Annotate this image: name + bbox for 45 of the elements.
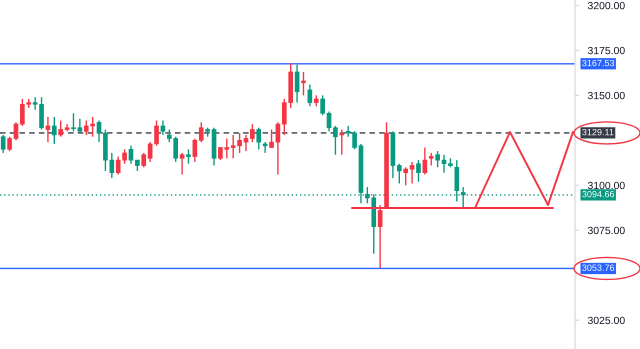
candlestick <box>224 138 230 160</box>
candlestick <box>308 84 312 107</box>
candlestick <box>186 148 191 164</box>
candlestick <box>282 98 287 136</box>
y-tick-label: 3150.00 <box>588 92 625 100</box>
candlestick <box>218 146 223 161</box>
candlestick <box>314 94 319 107</box>
candlestick <box>396 163 402 184</box>
y-tick-label: 3025.00 <box>588 316 625 324</box>
candlestick <box>116 156 121 176</box>
candlestick <box>403 166 408 186</box>
y-tick-label: 3075.00 <box>588 226 625 234</box>
candlestick <box>346 125 351 138</box>
y-tick-label: 3175.00 <box>588 46 625 54</box>
candlestick <box>262 141 268 154</box>
ref-line-label: 3053.76 <box>582 264 614 271</box>
candlestick <box>294 64 300 104</box>
candlestick <box>428 152 434 166</box>
candlestick <box>301 71 306 96</box>
candlestick <box>422 146 428 176</box>
ref-line-label: 3129.11 <box>582 128 614 136</box>
candlestick <box>58 120 64 138</box>
candlestick <box>256 127 262 150</box>
candlestick <box>173 136 178 163</box>
candlestick <box>122 148 127 164</box>
candlestick <box>166 128 172 143</box>
candlestick <box>192 138 198 163</box>
y-tick-label: 3100.00 <box>588 182 625 190</box>
candlestick <box>416 159 421 182</box>
y-tick-label: 3200.00 <box>588 2 625 10</box>
candlestick <box>198 122 204 143</box>
candlestick <box>109 152 114 179</box>
candlestick <box>230 134 236 160</box>
candlestick <box>410 161 414 184</box>
candlestick <box>141 152 146 168</box>
candlestick <box>90 116 95 138</box>
candlestick <box>84 120 89 136</box>
candlestick <box>160 120 166 136</box>
candlestick <box>46 116 50 143</box>
ref-line-label: 3094.66 <box>582 190 614 198</box>
candlestick <box>52 116 57 145</box>
candlestick <box>339 128 344 156</box>
ref-line-label: 3167.53 <box>582 60 614 66</box>
candlestick <box>0 134 6 154</box>
candlestick <box>180 152 184 176</box>
